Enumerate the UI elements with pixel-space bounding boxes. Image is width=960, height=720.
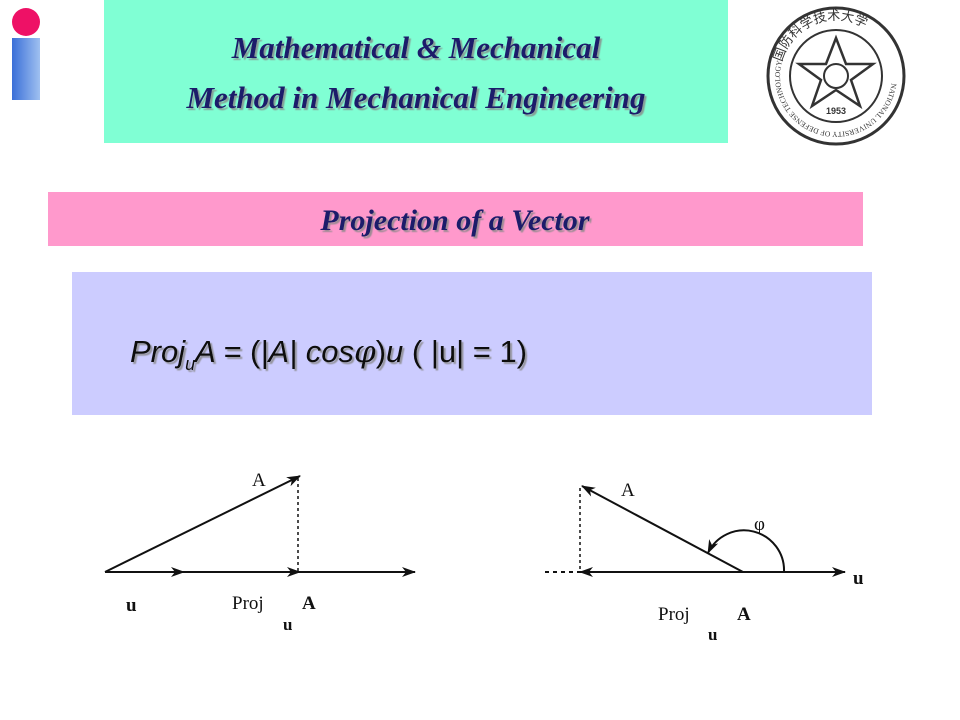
header-title: Method in Mechanical Engineering: [185, 80, 645, 115]
proj-label: Proj: [232, 593, 264, 614]
logo-dot: [12, 8, 40, 36]
header-title: Mathematical & Mechanical: [231, 30, 601, 65]
diagram-left: [104, 475, 416, 577]
vector-label: A: [252, 470, 266, 491]
proj-vector: A: [302, 593, 316, 614]
unit-label: u: [126, 595, 137, 616]
seal-year: 1953: [826, 106, 846, 116]
vector-label: A: [621, 480, 635, 501]
section-title: Projection of a Vector: [319, 204, 589, 237]
header-box: [104, 0, 728, 143]
proj-subscript: u: [708, 625, 717, 644]
section-bar: [48, 192, 863, 246]
unit-label: u: [853, 568, 864, 589]
university-seal: 国防科学技术大学 NATIONAL UNIVERSITY OF DEFENSE …: [766, 6, 906, 146]
diagram-right: [545, 485, 846, 577]
logo-bar: [12, 38, 40, 100]
proj-label: Proj: [658, 604, 690, 625]
angle-label: φ: [754, 514, 765, 535]
proj-vector: A: [737, 604, 751, 625]
formula: ProjuA = (|A| cosφ)u ( |u| = 1): [130, 334, 527, 374]
formula-box: [72, 272, 872, 415]
proj-subscript: u: [283, 615, 292, 634]
